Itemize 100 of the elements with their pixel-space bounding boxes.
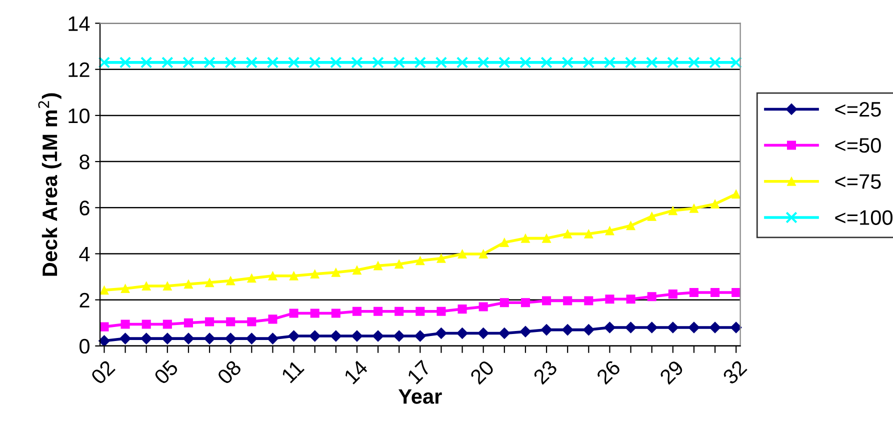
x-axis-title: Year <box>398 389 442 404</box>
point <box>182 56 194 68</box>
x-tick-label: 23 <box>532 359 558 385</box>
y-tick-label: 10 <box>68 108 90 124</box>
point <box>162 56 174 68</box>
point <box>268 271 278 280</box>
point <box>604 322 616 334</box>
point <box>563 229 572 238</box>
point <box>374 261 383 270</box>
x-tick-label: 08 <box>216 359 242 386</box>
point <box>205 317 214 326</box>
point <box>309 330 321 342</box>
point <box>458 304 467 314</box>
point <box>98 335 110 347</box>
point <box>605 294 614 304</box>
x-tick-label: 14 <box>344 359 369 384</box>
y-tick-label: 4 <box>79 246 90 262</box>
point <box>436 306 446 316</box>
point <box>247 274 256 283</box>
point <box>142 281 151 291</box>
point <box>478 249 488 258</box>
legend-label: <=50 <box>835 138 881 153</box>
point <box>542 296 552 306</box>
point <box>540 56 552 68</box>
point <box>584 296 594 306</box>
point <box>646 322 658 334</box>
point <box>582 56 595 68</box>
point <box>624 56 637 68</box>
point <box>266 56 279 68</box>
point <box>162 281 172 291</box>
point <box>310 308 320 318</box>
point <box>688 322 700 334</box>
point <box>436 254 446 263</box>
point <box>393 56 405 68</box>
point <box>477 56 490 68</box>
point <box>100 286 109 295</box>
point <box>204 332 216 344</box>
point <box>330 56 342 68</box>
point <box>289 308 298 318</box>
point <box>668 206 678 216</box>
y-tick-label: 6 <box>80 200 90 216</box>
point <box>500 238 509 247</box>
y-axis-title: Deck Area (1M m$^{2}$) <box>38 93 62 276</box>
point <box>647 292 656 302</box>
point <box>162 332 174 344</box>
point <box>140 56 152 68</box>
point <box>689 204 698 213</box>
point <box>247 317 256 326</box>
point <box>205 278 214 288</box>
point <box>288 56 300 68</box>
point <box>604 56 616 68</box>
x-tick-label: 26 <box>596 359 622 385</box>
point <box>647 212 656 221</box>
point <box>456 328 468 340</box>
point <box>268 314 278 324</box>
point <box>351 56 363 68</box>
point <box>689 288 698 297</box>
point <box>246 56 258 68</box>
point <box>372 56 384 68</box>
point <box>289 271 298 280</box>
point <box>520 234 530 243</box>
point <box>520 298 530 308</box>
x-tick-label: 05 <box>153 359 179 386</box>
y-tick-label: 8 <box>80 154 90 170</box>
point <box>98 56 110 68</box>
point <box>625 322 637 334</box>
point <box>331 268 340 277</box>
point <box>120 320 130 329</box>
point <box>709 322 721 334</box>
point <box>331 308 340 318</box>
point <box>224 332 236 344</box>
point <box>351 330 363 342</box>
point <box>226 276 236 286</box>
legend-label: <=100 <box>835 210 892 225</box>
point <box>520 326 532 338</box>
point <box>246 332 258 344</box>
point <box>435 328 447 340</box>
point <box>393 330 405 342</box>
point <box>120 332 132 344</box>
point <box>584 229 594 238</box>
point <box>182 332 194 344</box>
point <box>478 328 490 340</box>
point <box>582 324 594 336</box>
point <box>140 332 152 344</box>
legend-label: <=75 <box>835 174 881 189</box>
point <box>709 56 721 68</box>
point <box>563 296 572 306</box>
point <box>120 284 130 294</box>
point <box>416 306 425 316</box>
point <box>308 56 321 68</box>
point <box>710 288 720 297</box>
point <box>310 270 320 279</box>
y-tick-label: 14 <box>68 16 90 31</box>
point <box>626 294 636 304</box>
point <box>732 190 741 199</box>
point <box>730 56 742 68</box>
point <box>456 56 468 68</box>
point <box>605 226 614 236</box>
point <box>226 317 236 326</box>
point <box>414 56 426 68</box>
